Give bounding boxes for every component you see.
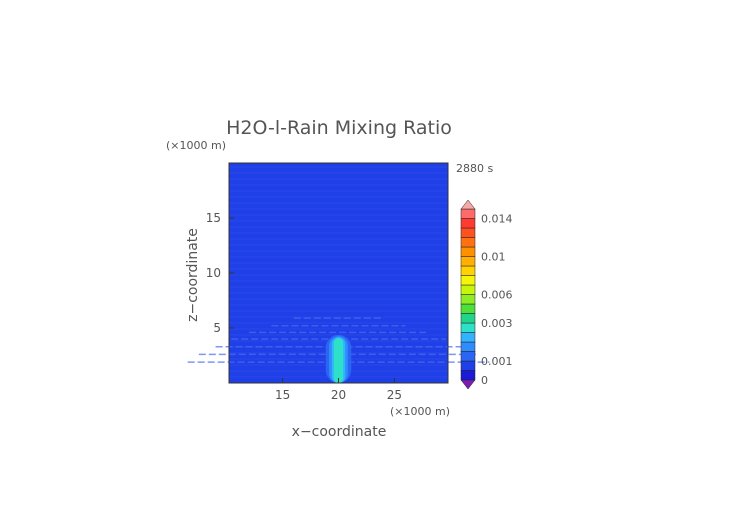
colorbar-segment bbox=[460, 332, 476, 343]
x-tick-label: 25 bbox=[387, 388, 402, 402]
colorbar-segment bbox=[460, 294, 476, 305]
z-tick-label: 15 bbox=[206, 211, 221, 225]
axes: 15 20 25 5 10 15 bbox=[206, 211, 402, 402]
colorbar-segment bbox=[460, 322, 476, 333]
colorbar-segment bbox=[460, 256, 476, 267]
colorbar-segment bbox=[460, 218, 476, 229]
colorbar-tick-label: 0.001 bbox=[481, 355, 513, 368]
colorbar-segment bbox=[460, 284, 476, 295]
colorbar-tick-label: 0.006 bbox=[481, 289, 513, 302]
z-tick-label: 10 bbox=[206, 266, 221, 280]
colorbar-segment bbox=[460, 237, 476, 248]
colorbar-tick-label: 0.003 bbox=[481, 317, 513, 330]
x-tick-label: 15 bbox=[275, 388, 290, 402]
x-unit-label: (×1000 m) bbox=[390, 405, 450, 418]
colorbar: 0 0.001 0.003 0.006 0.01 0.014 bbox=[460, 199, 513, 390]
colorbar-segment bbox=[460, 341, 476, 352]
x-axis-title: x−coordinate bbox=[292, 424, 387, 440]
colorbar-segment bbox=[460, 275, 476, 286]
y-axis-title: z−coordinate bbox=[185, 228, 201, 322]
colorbar-tick-label: 0.014 bbox=[481, 213, 513, 226]
z-tick-label: 5 bbox=[213, 321, 221, 335]
colorbar-over-arrow bbox=[460, 199, 476, 210]
colorbar-under-arrow bbox=[460, 379, 476, 390]
colorbar-segment bbox=[460, 227, 476, 238]
colorbar-segment bbox=[460, 208, 476, 219]
x-tick-label: 20 bbox=[331, 388, 346, 402]
colorbar-segment bbox=[460, 360, 476, 371]
colorbar-segment bbox=[460, 303, 476, 314]
colorbar-segment bbox=[460, 351, 476, 362]
colorbar-tick-label: 0.01 bbox=[481, 251, 506, 264]
rain-column-shell bbox=[335, 339, 342, 383]
z-unit-label: (×1000 m) bbox=[166, 139, 226, 152]
time-label: 2880 s bbox=[456, 162, 493, 175]
chart-title: H2O-l-Rain Mixing Ratio bbox=[226, 117, 452, 139]
colorbar-segment bbox=[460, 265, 476, 276]
colorbar-tick-label: 0 bbox=[481, 374, 488, 387]
colorbar-segment bbox=[460, 246, 476, 257]
colorbar-segment bbox=[460, 313, 476, 324]
plot-area bbox=[187, 162, 490, 384]
colorbar-segment bbox=[460, 370, 476, 381]
